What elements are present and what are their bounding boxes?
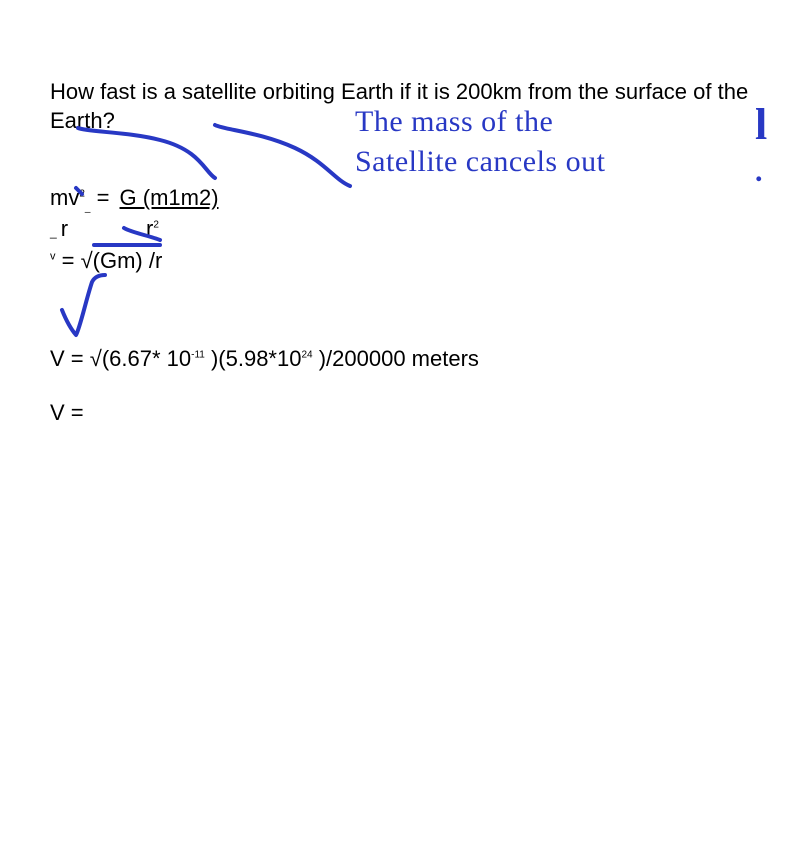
handwriting-line-2: Satellite cancels out bbox=[355, 145, 605, 180]
equation-line-1: mv2_ = G (m1m2) bbox=[50, 185, 770, 213]
equation-block: mv2_ = G (m1m2) _rr2 v = √(Gm) /r bbox=[50, 185, 770, 273]
eq1-v: v bbox=[68, 185, 79, 211]
eq2-r1: r bbox=[61, 216, 68, 241]
equation-line-3: v = √(Gm) /r bbox=[50, 248, 770, 274]
calculation-result: V = bbox=[50, 400, 770, 426]
eq3-body: (Gm) /r bbox=[93, 248, 163, 273]
eq3-sqrt: √ bbox=[81, 248, 93, 273]
equation-line-2: _rr2 bbox=[50, 216, 770, 242]
eq1-exp: 2 bbox=[79, 189, 85, 200]
calc-p2b: )/200000 meters bbox=[313, 346, 479, 371]
calculation-line: V = √(6.67* 10-11 )(5.98*1024 )/200000 m… bbox=[50, 346, 770, 372]
eq1-equals: = bbox=[90, 185, 115, 210]
eq1-m: m bbox=[50, 185, 68, 211]
calc-p1b: )(5.98*10 bbox=[205, 346, 302, 371]
calc-exp1: -11 bbox=[191, 349, 205, 360]
eq2-r2exp: 2 bbox=[153, 219, 159, 230]
handwriting-line-1: The mass of the bbox=[355, 105, 553, 140]
handwriting-dot: . bbox=[755, 155, 763, 190]
calc-v: V = bbox=[50, 346, 90, 371]
calc-sqrt: √ bbox=[90, 346, 102, 371]
handwriting-stray-mark: l bbox=[755, 100, 768, 151]
calc-p1a: (6.67* 10 bbox=[102, 346, 191, 371]
calc-exp2: 24 bbox=[301, 349, 312, 360]
eq3-equals: = bbox=[56, 248, 81, 273]
eq1-rhs: G (m1m2) bbox=[120, 185, 219, 210]
eq2-dash: _ bbox=[50, 225, 57, 239]
